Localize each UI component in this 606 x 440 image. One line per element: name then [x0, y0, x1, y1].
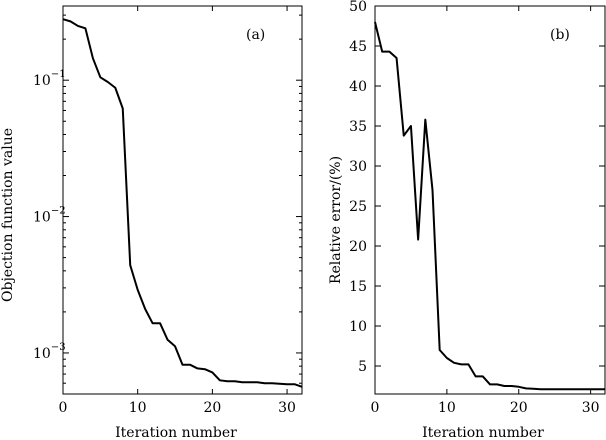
y-tick-label-base: 10 — [33, 346, 51, 362]
panel-b-label: (b) — [550, 27, 570, 43]
y-tick-label: 20 — [349, 239, 367, 255]
y-tick-label: 10−1 — [33, 69, 66, 89]
x-tick-label: 20 — [510, 400, 528, 416]
y-tick-label: 10 — [349, 319, 367, 335]
panel-b-ylabel: Relative error/(%) — [328, 156, 344, 284]
y-tick-label-base: 10 — [33, 73, 51, 89]
panel-b-ticks — [374, 5, 605, 394]
panel-a-xlabel: Iteration number — [115, 425, 237, 440]
x-tick-label: 0 — [371, 400, 380, 416]
y-tick-label: 40 — [349, 79, 367, 95]
panel-b-frame — [374, 5, 606, 395]
panel-b-series-line — [374, 21, 605, 391]
panel-b: 0 10 20 30 5 10 15 20 25 30 35 40 45 50 (b) Iteration… — [328, 0, 606, 440]
panel-a-frame — [62, 5, 303, 395]
y-tick-label: 5 — [358, 359, 367, 375]
x-tick-label: 20 — [203, 400, 221, 416]
panel-a-ylabel: Objection function value — [0, 128, 16, 302]
y-tick-label-exp: −1 — [51, 69, 66, 80]
y-tick-label: 50 — [349, 0, 367, 15]
y-tick-label: 45 — [349, 39, 367, 55]
panel-a-ticks — [62, 6, 302, 395]
y-tick-label-exp: −3 — [51, 342, 66, 353]
panel-b-tick-labels: 0 10 20 30 5 10 15 20 25 30 35 40 45 50 — [349, 0, 599, 416]
y-tick-label: 10−3 — [33, 342, 66, 362]
panel-a-series-line — [62, 18, 303, 388]
x-tick-label: 10 — [129, 400, 147, 416]
y-tick-label: 30 — [349, 159, 367, 175]
y-tick-label: 10−2 — [33, 206, 66, 226]
x-tick-label: 30 — [278, 400, 296, 416]
x-tick-label: 10 — [438, 400, 456, 416]
panel-b-xlabel: Iteration number — [422, 425, 544, 440]
x-tick-label: 30 — [582, 400, 600, 416]
x-tick-label: 0 — [59, 400, 68, 416]
y-tick-label-exp: −2 — [51, 206, 66, 217]
y-tick-label: 25 — [349, 199, 367, 215]
y-tick-label: 15 — [349, 279, 367, 295]
y-tick-label: 35 — [349, 119, 367, 135]
panel-a-label: (a) — [246, 27, 265, 43]
y-tick-label-base: 10 — [33, 210, 51, 226]
